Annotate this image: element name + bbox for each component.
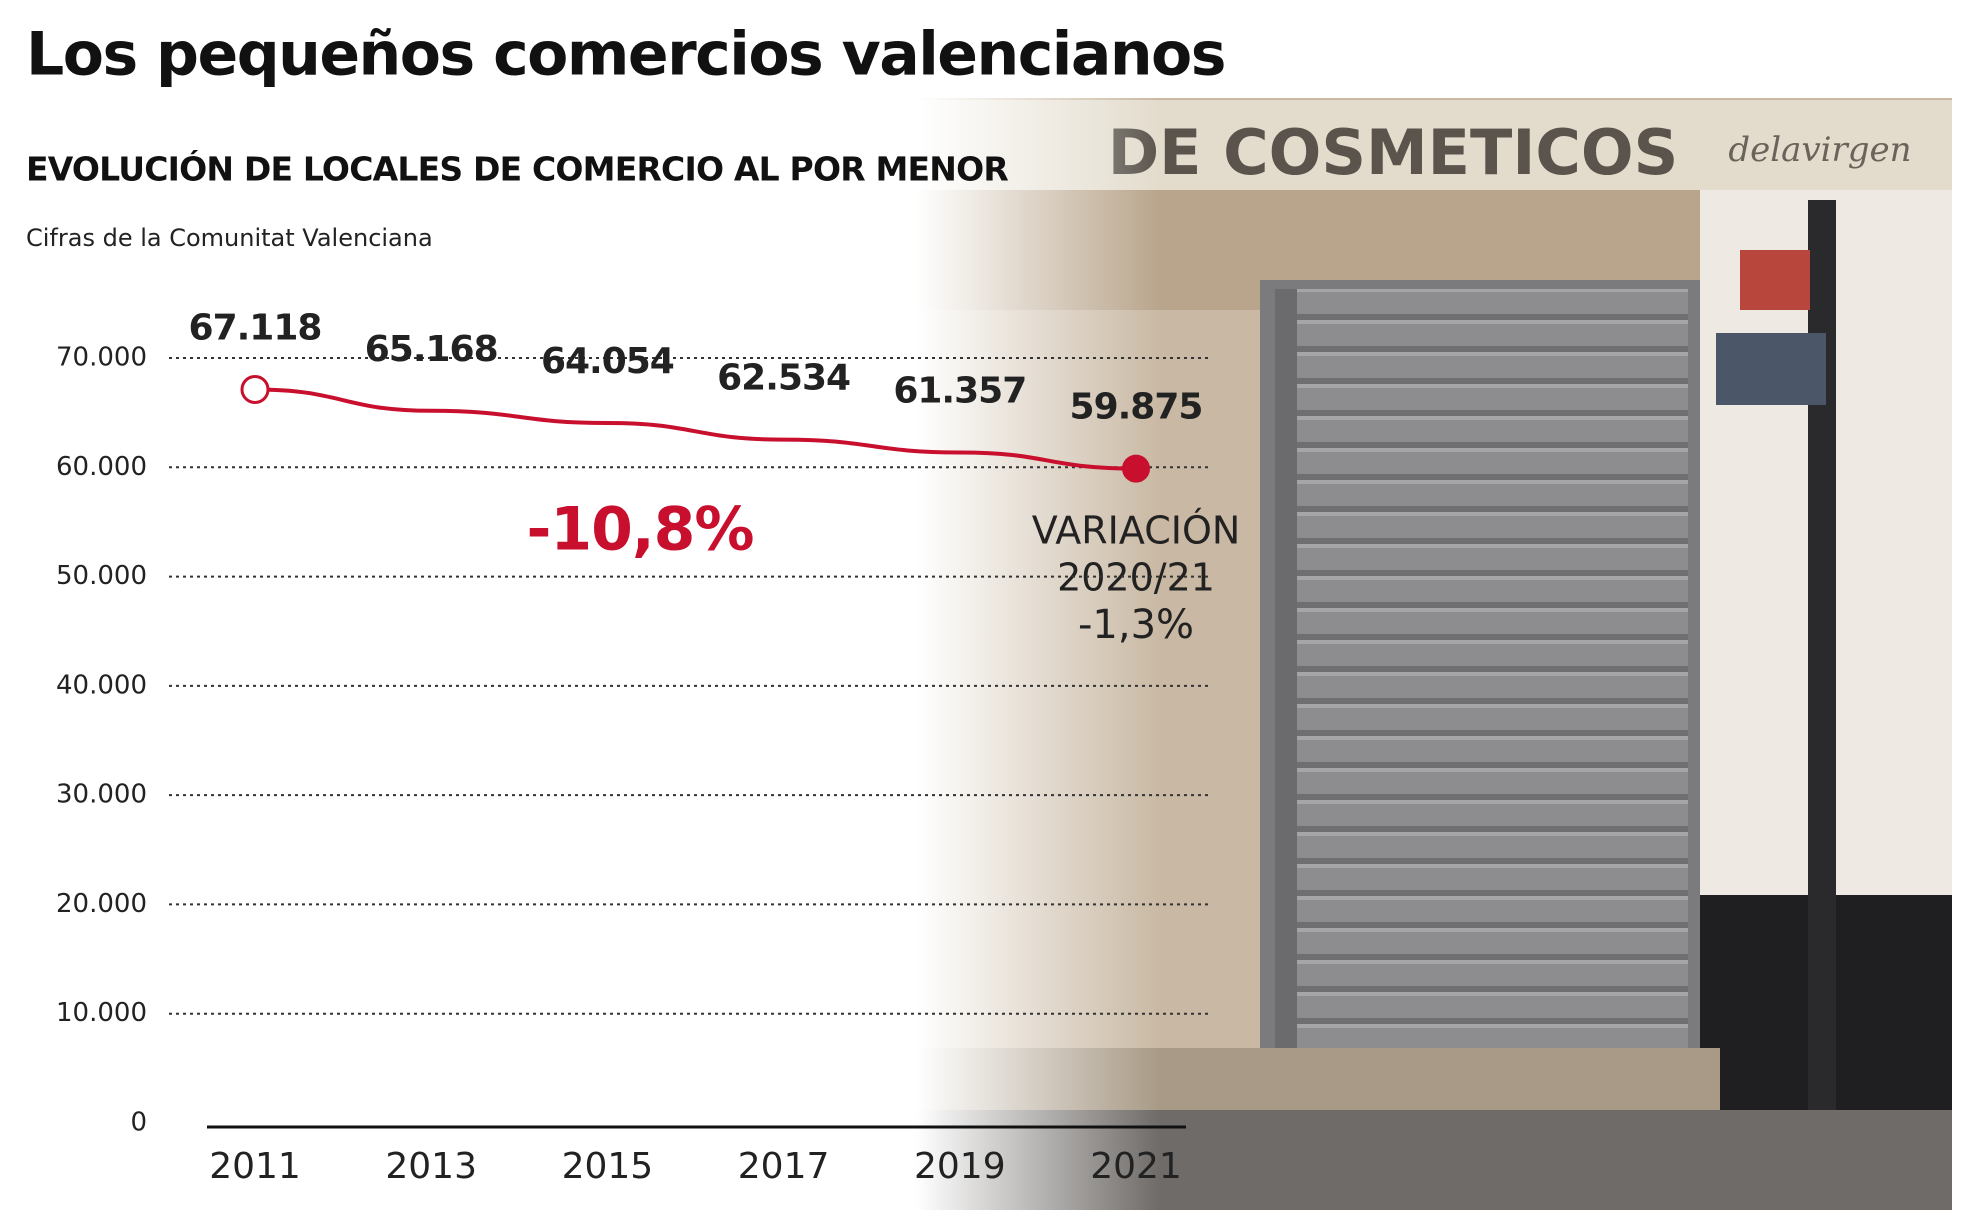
x-tick-label: 2021 <box>1090 1146 1182 1187</box>
y-tick-label: 40.000 <box>56 670 147 700</box>
y-tick-label: 10.000 <box>56 998 147 1028</box>
x-tick-label: 2019 <box>914 1146 1006 1187</box>
point-marker <box>1122 454 1150 483</box>
source-note: Cifras de la Comunitat Valenciana <box>26 224 433 252</box>
point-marker <box>240 374 270 404</box>
value-label: 67.118 <box>189 307 322 348</box>
x-tick-label: 2017 <box>738 1146 830 1187</box>
value-label: 61.357 <box>893 370 1026 411</box>
y-tick-label: 0 <box>130 1108 147 1138</box>
value-label: 59.875 <box>1070 387 1203 428</box>
variation-value: -1,3% <box>1078 602 1194 648</box>
background-photo: DE COSMETICOS delavirgen <box>900 98 1952 1210</box>
chart-title: Los pequeños comercios valencianos <box>26 20 1225 90</box>
y-tick-label: 60.000 <box>56 452 147 482</box>
x-tick-label: 2013 <box>385 1146 477 1187</box>
y-tick-label: 70.000 <box>56 343 147 373</box>
data-line <box>254 387 1137 471</box>
total-change: -10,8% <box>526 495 753 565</box>
chart-subtitle: EVOLUCIÓN DE LOCALES DE COMERCIO AL POR … <box>26 149 1008 189</box>
value-label: 62.534 <box>717 358 850 399</box>
y-tick-label: 30.000 <box>56 780 147 810</box>
sign-script: delavirgen <box>1728 130 1911 170</box>
variation-title: VARIACIÓN <box>1032 509 1241 553</box>
value-label: 65.168 <box>365 329 498 370</box>
y-tick-label: 50.000 <box>56 561 147 591</box>
sign-text: DE COSMETICOS <box>1108 116 1679 189</box>
x-tick-label: 2015 <box>562 1146 654 1187</box>
y-tick-label: 20.000 <box>56 889 147 919</box>
x-tick-label: 2011 <box>209 1146 301 1187</box>
value-label: 64.054 <box>541 341 674 382</box>
